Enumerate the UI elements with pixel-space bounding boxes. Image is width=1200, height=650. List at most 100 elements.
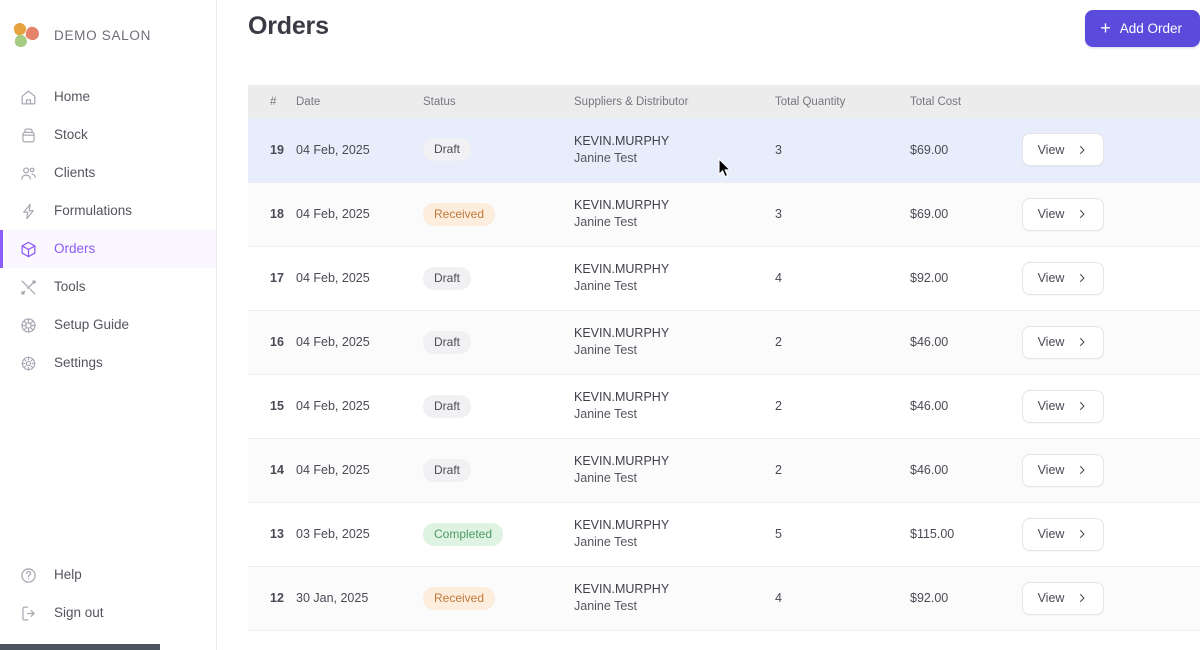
sidebar-item-label: Sign out (54, 605, 104, 621)
column-header-number[interactable]: # (248, 85, 296, 118)
cell-quantity: 5 (775, 502, 910, 567)
distributor-name: Janine Test (574, 279, 638, 293)
cell-date: 03 Feb, 2025 (296, 502, 423, 567)
supplier-name: KEVIN.MURPHY (574, 198, 670, 212)
supplier-name: KEVIN.MURPHY (574, 454, 670, 468)
cell-cost: $69.00 (910, 182, 1022, 247)
chevron-right-icon (1076, 336, 1088, 348)
status-badge: Draft (423, 330, 472, 354)
sidebar-item-label: Tools (54, 279, 86, 295)
table-header-row: # Date Status Suppliers & Distributor To… (248, 85, 1200, 118)
horizontal-scrollbar-thumb[interactable] (0, 644, 160, 650)
page-title: Orders (248, 12, 329, 40)
supplier-name: KEVIN.MURPHY (574, 133, 670, 148)
orders-table-container[interactable]: # Date Status Suppliers & Distributor To… (248, 85, 1200, 650)
view-order-button[interactable]: View (1022, 389, 1104, 423)
cell-quantity: 2 (775, 374, 910, 439)
cell-supplier: KEVIN.MURPHY Janine Test (574, 182, 775, 247)
column-header-supplier[interactable]: Suppliers & Distributor (574, 85, 775, 118)
table-row[interactable]: 13 03 Feb, 2025 Completed KEVIN.MURPHY Janin… (248, 502, 1200, 567)
view-order-button[interactable]: View (1022, 453, 1104, 487)
sidebar-item-settings[interactable]: Settings (0, 344, 216, 382)
column-header-status[interactable]: Status (423, 85, 574, 118)
table-row[interactable]: 14 04 Feb, 2025 Draft KEVIN.MURPHY Janine Te… (248, 438, 1200, 503)
table-row[interactable]: 16 04 Feb, 2025 Draft KEVIN.MURPHY Janine Te… (248, 310, 1200, 375)
cell-status: Completed (423, 502, 574, 567)
chevron-right-icon (1076, 592, 1088, 604)
cell-cost: $46.00 (910, 438, 1022, 503)
column-header-quantity[interactable]: Total Quantity (775, 85, 910, 118)
sidebar-item-stock[interactable]: Stock (0, 116, 216, 154)
chevron-right-icon (1076, 208, 1088, 220)
sidebar-item-orders[interactable]: Orders (0, 230, 216, 268)
sidebar-item-label: Clients (54, 165, 96, 181)
cell-date: 04 Feb, 2025 (296, 182, 423, 247)
sidebar-item-formulations[interactable]: Formulations (0, 192, 216, 230)
status-badge: Received (423, 202, 496, 226)
add-order-button[interactable]: + Add Order (1085, 10, 1200, 47)
cell-status: Draft (423, 374, 574, 439)
sidebar-item-home[interactable]: Home (0, 78, 216, 116)
cell-actions: View (1022, 438, 1200, 503)
table-body: 19 04 Feb, 2025 Draft KEVIN.MURPHY Janine Te… (248, 118, 1200, 650)
chevron-right-icon (1076, 528, 1088, 540)
status-badge: Completed (423, 522, 504, 546)
table-row[interactable]: 17 04 Feb, 2025 Draft KEVIN.MURPHY Janine Te… (248, 246, 1200, 311)
distributor-name: Janine Test (574, 407, 638, 421)
status-badge: Draft (423, 138, 472, 162)
plus-icon: + (1100, 18, 1111, 38)
cell-number: 14 (248, 438, 296, 503)
cell-number: 17 (248, 246, 296, 311)
view-label: View (1037, 463, 1065, 477)
sidebar-item-help[interactable]: Help (0, 556, 216, 594)
supplier-name: KEVIN.MURPHY (574, 582, 670, 596)
gear-icon (19, 354, 38, 373)
sidebar-item-sign-out[interactable]: Sign out (0, 594, 216, 632)
column-header-cost[interactable]: Total Cost (910, 85, 1022, 118)
sidebar-item-tools[interactable]: Tools (0, 268, 216, 306)
table-row[interactable]: 18 04 Feb, 2025 Received KEVIN.MURPHY Janine… (248, 182, 1200, 247)
status-badge: Received (423, 586, 496, 610)
supplier-name: KEVIN.MURPHY (574, 518, 670, 532)
compass-icon (19, 316, 38, 335)
cell-quantity: 3 (775, 118, 910, 183)
supplier-name: KEVIN.MURPHY (574, 262, 670, 276)
cell-date: 04 Feb, 2025 (296, 246, 423, 311)
distributor-name: Janine Test (574, 535, 638, 549)
tools-icon (19, 278, 38, 297)
cell-supplier: KEVIN.MURPHY Janine Test (574, 118, 775, 183)
view-order-button[interactable]: View (1022, 581, 1104, 615)
view-order-button[interactable]: View (1022, 197, 1104, 231)
view-order-button[interactable]: View (1022, 517, 1104, 551)
status-badge: Draft (423, 458, 472, 482)
sidebar-item-label: Home (54, 89, 91, 105)
sidebar-item-clients[interactable]: Clients (0, 154, 216, 192)
cell-number: 11 (248, 630, 296, 650)
column-header-date[interactable]: Date (296, 85, 423, 118)
sidebar-item-setup-guide[interactable]: Setup Guide (0, 306, 216, 344)
add-order-label: Add Order (1119, 21, 1182, 36)
cell-number: 13 (248, 502, 296, 567)
cell-quantity: 4 (775, 566, 910, 631)
distributor-name: Janine Test (574, 215, 638, 229)
page-header: Orders + Add Order (217, 0, 1200, 56)
cell-actions: View (1022, 566, 1200, 631)
cell-cost: $92.00 (910, 246, 1022, 311)
table-row[interactable]: 12 30 Jan, 2025 Received KEVIN.MURPHY Janine… (248, 566, 1200, 631)
table-row[interactable]: 19 04 Feb, 2025 Draft KEVIN.MURPHY Janine Te… (248, 118, 1200, 183)
table-row[interactable]: 15 04 Feb, 2025 Draft KEVIN.MURPHY Janine Te… (248, 374, 1200, 439)
brand-header[interactable]: DEMO SALON (0, 0, 216, 70)
sidebar-item-label: Settings (54, 355, 103, 371)
cell-actions (1022, 630, 1200, 650)
cell-quantity (775, 630, 910, 650)
view-order-button[interactable]: View (1022, 133, 1104, 167)
view-order-button[interactable]: View (1022, 325, 1104, 359)
cell-quantity: 2 (775, 438, 910, 503)
cell-actions: View (1022, 502, 1200, 567)
cell-cost (910, 630, 1022, 650)
people-icon (19, 164, 38, 183)
cell-actions: View (1022, 246, 1200, 311)
table-row[interactable]: 11 (248, 630, 1200, 650)
view-order-button[interactable]: View (1022, 261, 1104, 295)
